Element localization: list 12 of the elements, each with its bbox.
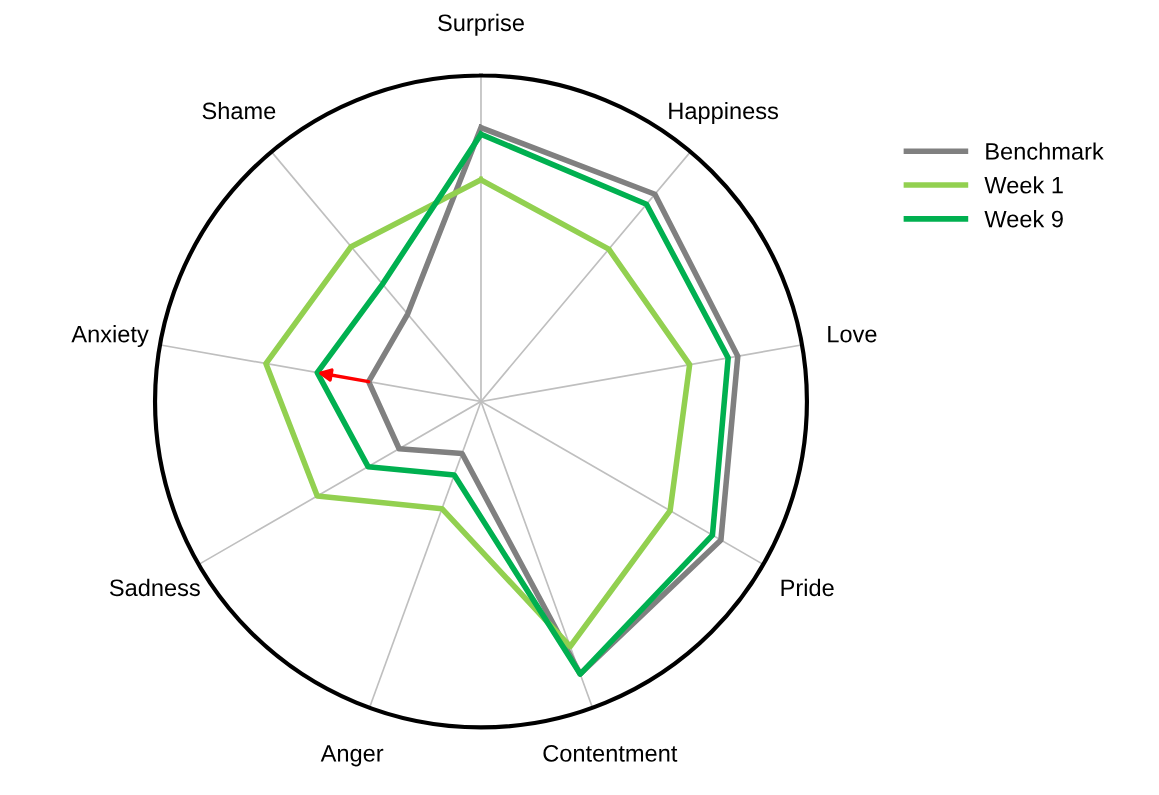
spoke-label: Surprise <box>438 13 524 36</box>
spoke-label: Contentment <box>543 745 678 762</box>
spoke-label: Anxiety <box>71 325 149 348</box>
legend-label: Week 9 <box>984 210 1063 228</box>
spoke-label: Pride <box>781 578 834 597</box>
legend-label: Week 1 <box>984 176 1063 194</box>
spoke-label: Sadness <box>109 578 200 597</box>
spoke-label: Anger <box>320 745 384 767</box>
legend-label: Benchmark <box>986 142 1104 160</box>
spoke-label: Shame <box>202 101 276 120</box>
spoke-label: Love <box>828 325 877 343</box>
spoke-label: Happiness <box>669 101 779 124</box>
